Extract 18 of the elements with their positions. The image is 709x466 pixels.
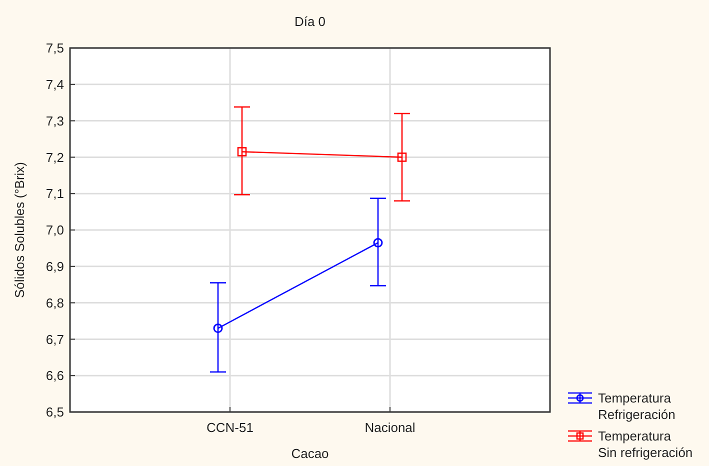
y-tick-label: 7,3 xyxy=(46,113,64,128)
y-tick-label: 7,1 xyxy=(46,186,64,202)
legend-label: Temperatura Sin refrigeración xyxy=(598,428,693,460)
x-axis-title: Cacao xyxy=(291,446,329,461)
y-tick-label: 7,2 xyxy=(46,150,64,165)
y-axis-title: Sólidos Solubles (°Brix) xyxy=(12,162,27,298)
x-tick-label: CCN-51 xyxy=(206,420,254,435)
y-tick-label: 6,6 xyxy=(46,368,64,384)
y-tick-label: 7,5 xyxy=(46,40,64,56)
x-tick-label: Nacional xyxy=(364,420,416,435)
y-tick-label: 6,8 xyxy=(46,295,64,310)
y-tick-label: 6,9 xyxy=(46,258,64,274)
y-tick-label: 6,7 xyxy=(46,332,64,347)
y-tick-label: 7,4 xyxy=(46,76,64,92)
y-tick-label: 6,5 xyxy=(46,404,64,420)
legend-label: Temperatura Refrigeración xyxy=(598,390,676,422)
chart-title: Día 0 xyxy=(294,14,326,29)
y-tick-label: 7,0 xyxy=(46,222,64,238)
